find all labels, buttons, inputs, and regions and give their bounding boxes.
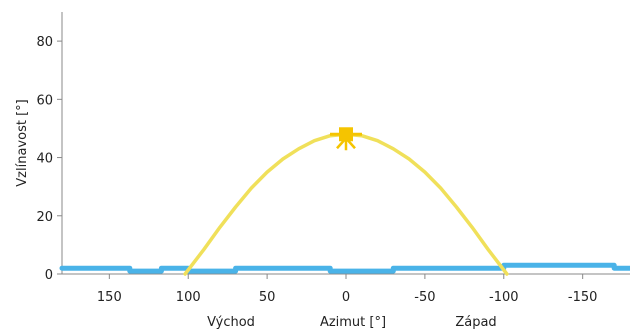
east-label: Východ [207, 315, 255, 330]
west-label: Západ [455, 315, 496, 330]
horizon-line [59, 262, 630, 274]
x-tick-label: 150 [97, 290, 122, 305]
x-tick-label: -50 [414, 290, 435, 305]
sun-path-line [183, 132, 509, 276]
y-tick-label: 20 [36, 210, 53, 225]
x-tick-label: 50 [259, 290, 276, 305]
x-axis-label: Azimut [°] [320, 315, 386, 330]
y-tick-label: 80 [36, 35, 53, 50]
y-tick-label: 60 [36, 93, 53, 108]
x-tick-label: 0 [342, 290, 350, 305]
x-tick-label: 100 [176, 290, 201, 305]
sun-icon [330, 127, 362, 151]
x-tick-label: -100 [489, 290, 519, 305]
y-axis-label: Vzlínavost [°] [15, 99, 30, 186]
x-tick-label: -150 [568, 290, 598, 305]
y-tick-label: 0 [45, 268, 53, 283]
y-tick-label: 40 [36, 152, 53, 167]
